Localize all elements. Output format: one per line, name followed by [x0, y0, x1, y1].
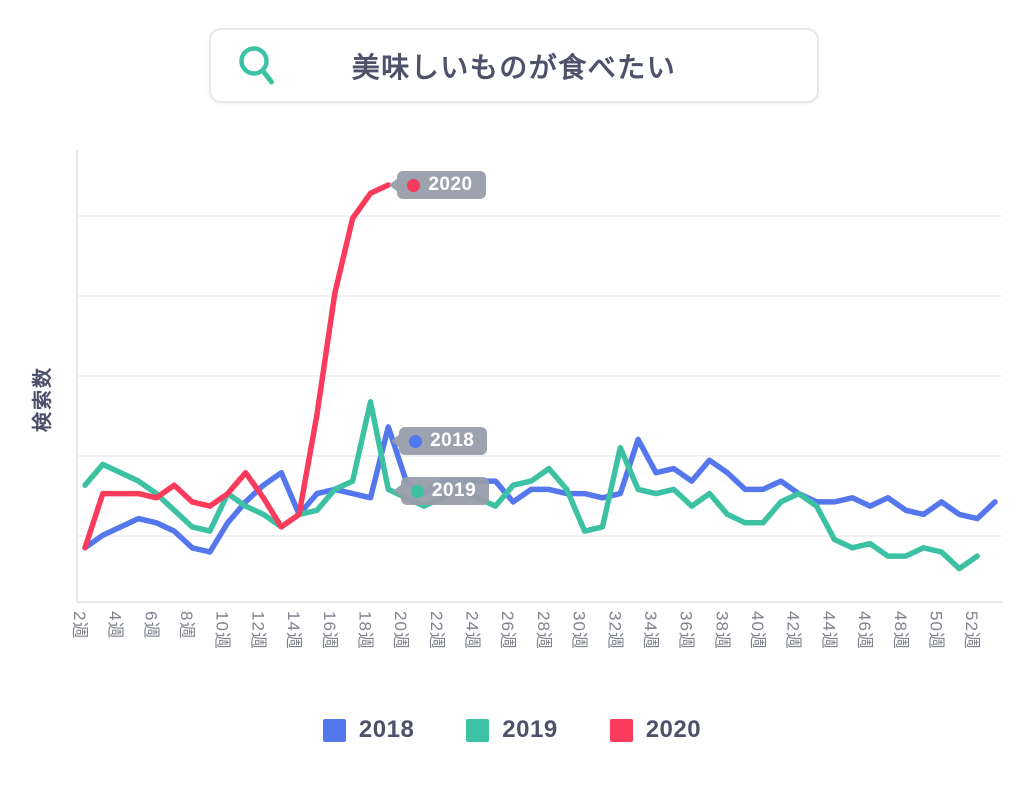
x-tick-label: 40週	[748, 611, 767, 650]
x-tick-label: 22週	[427, 611, 446, 650]
legend-swatch-2018	[322, 718, 346, 742]
series-line-2020	[82, 182, 392, 551]
legend-swatch-2020	[609, 718, 633, 742]
legend-label-2020: 2020	[645, 716, 702, 743]
tooltip-dot-2020	[407, 178, 421, 192]
legend-label-2019: 2019	[502, 716, 558, 743]
x-tick-label: 4週	[106, 611, 125, 639]
x-tick-label: 14週	[284, 611, 303, 650]
x-tick-label: 6週	[141, 611, 160, 639]
series-line-2018	[82, 424, 998, 555]
x-tick-label: 12週	[248, 611, 267, 650]
search-query-text: 美味しいものが食べたい	[351, 51, 677, 83]
x-tick-label: 10週	[213, 611, 232, 650]
x-tick-label: 30週	[570, 611, 589, 650]
tooltip-label: 2020	[428, 174, 473, 195]
search-icon[interactable]	[237, 44, 279, 88]
x-tick-label: 44週	[819, 611, 838, 650]
x-tick-label: 38週	[712, 611, 731, 650]
x-tick-label: 46週	[855, 611, 874, 650]
x-tick-label: 34週	[641, 611, 660, 650]
x-tick-label: 8週	[177, 611, 196, 639]
legend: 2018 2019 2020	[0, 716, 1024, 744]
tooltip-2020: 2020	[397, 171, 486, 199]
tooltip-label: 2018	[430, 430, 475, 452]
legend-item-2018: 2018	[322, 716, 415, 744]
search-input[interactable]: 美味しいものが食べたい	[209, 28, 819, 103]
legend-swatch-2019	[466, 718, 490, 742]
legend-label-2018: 2018	[358, 716, 415, 743]
y-axis-label: 検索数	[32, 366, 54, 432]
x-tick-label: 24週	[463, 611, 482, 650]
series-line-2019	[82, 399, 980, 572]
x-tick-label: 32週	[605, 611, 624, 650]
x-tick-label: 36週	[677, 611, 696, 650]
x-tick-label: 52週	[962, 611, 981, 650]
x-tick-label: 18週	[355, 611, 374, 650]
x-tick-label: 2週	[70, 611, 89, 639]
x-tick-label: 26週	[498, 611, 517, 650]
x-tick-label: 28週	[534, 611, 553, 650]
tooltip-label: 2019	[431, 480, 477, 502]
tooltip-dot-2019	[410, 484, 424, 498]
tooltip-dot-2018	[409, 434, 423, 448]
x-tick-label: 50週	[926, 611, 945, 650]
tooltip-2019: 2019	[400, 477, 490, 506]
x-tick-label: 48週	[891, 611, 910, 650]
x-tick-label: 16週	[320, 611, 339, 650]
x-tick-label: 20週	[391, 611, 410, 650]
x-tick-label: 42週	[784, 611, 803, 650]
tooltip-2018: 2018	[399, 427, 488, 456]
legend-item-2019: 2019	[466, 716, 557, 744]
legend-item-2020: 2020	[609, 716, 702, 744]
